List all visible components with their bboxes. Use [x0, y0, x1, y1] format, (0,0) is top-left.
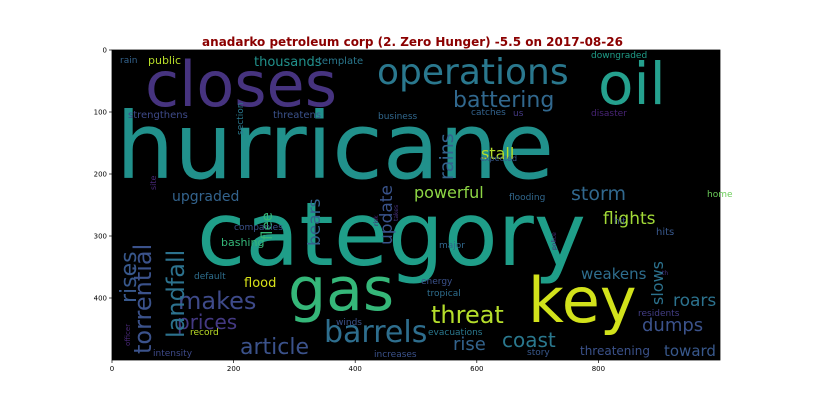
- word-winds: winds: [336, 318, 362, 328]
- word-barrels: barrels: [324, 315, 427, 350]
- word-rain: rain: [120, 56, 137, 66]
- word-weakens: weakens: [581, 265, 647, 283]
- word-intensity: intensity: [153, 349, 193, 359]
- word-hurricane: hurricane: [116, 93, 554, 200]
- word-update: update: [377, 185, 397, 245]
- word-expected: expected: [480, 154, 517, 163]
- word-battering: battering: [453, 88, 554, 113]
- word-story: story: [527, 348, 550, 358]
- word-thousands: thousands: [254, 55, 322, 70]
- word-default: default: [194, 272, 226, 282]
- word-article: article: [240, 335, 309, 360]
- word-section: section: [236, 103, 246, 135]
- plot-area: [112, 50, 720, 360]
- word-makes: makes: [178, 287, 256, 315]
- word-bears: bears: [305, 198, 325, 246]
- word-public: public: [148, 54, 181, 67]
- word-stall: stall: [481, 144, 514, 163]
- x-tick-label: 800: [592, 365, 605, 373]
- word-evacuations: evacuations: [428, 328, 483, 338]
- word-threatening: threatening: [580, 344, 650, 358]
- word-roars: roars: [673, 291, 716, 311]
- y-tick-label: 400: [94, 295, 107, 303]
- y-axis: 0 100 200 300 400: [94, 47, 112, 303]
- x-tick-label: 600: [470, 365, 483, 373]
- word-flooding: flooding: [509, 193, 545, 203]
- word-operations: operations: [377, 52, 569, 93]
- word-category: category: [197, 183, 586, 286]
- word-key: key: [528, 264, 637, 337]
- word-takes: takes: [393, 205, 400, 221]
- word-catches: catches: [471, 108, 506, 118]
- word-bashing: bashing: [221, 236, 264, 249]
- word-template: template: [318, 56, 363, 67]
- word-torrential: torrential: [129, 244, 157, 354]
- word-dumps: dumps: [642, 315, 703, 336]
- y-tick-label: 200: [94, 171, 107, 179]
- word-officer: officer: [124, 324, 132, 346]
- x-tick-label: 200: [227, 365, 240, 373]
- word-record: record: [190, 328, 219, 338]
- word-disaster: disaster: [591, 109, 627, 119]
- word-th: th: [662, 270, 668, 277]
- word-gas: gas: [288, 255, 394, 325]
- chart-title: anadarko petroleum corp (2. Zero Hunger)…: [202, 35, 623, 49]
- word-storm: storm: [571, 183, 626, 205]
- y-tick-label: 0: [103, 47, 107, 55]
- word-tropical: tropical: [427, 289, 461, 299]
- word-landfall: landfall: [162, 250, 190, 338]
- word-companies: companies: [234, 223, 283, 233]
- plot-frame: [111, 49, 721, 361]
- word-home: home: [707, 190, 733, 200]
- word-closes: closes: [145, 48, 337, 121]
- word-rises: rises: [117, 251, 142, 303]
- x-axis: 0 200 400 600 800: [110, 360, 605, 373]
- y-tick-label: 300: [94, 233, 107, 241]
- word-flood: flood: [244, 276, 276, 291]
- word-residents: residents: [638, 309, 680, 319]
- word-oil: oil: [598, 50, 666, 118]
- word-slows: slows: [648, 261, 667, 305]
- word-rains: rains: [436, 133, 458, 180]
- word-upgraded: upgraded: [172, 189, 239, 205]
- word-powerful: powerful: [414, 183, 484, 202]
- word-hit: hit: [614, 217, 626, 227]
- word-prices: prices: [177, 310, 237, 334]
- word-coast: coast: [502, 328, 556, 352]
- x-tick-label: 0: [110, 365, 114, 373]
- word-downgraded: downgraded: [591, 51, 647, 61]
- word-energy: energy: [421, 277, 453, 287]
- word-hits: hits: [656, 227, 674, 238]
- x-tick-label: 400: [349, 365, 362, 373]
- word-us: us: [513, 109, 524, 119]
- word-rise: rise: [453, 334, 486, 355]
- word-flee: flee: [258, 212, 276, 240]
- word-toward: toward: [664, 342, 716, 360]
- word-flights: flights: [603, 209, 656, 229]
- word-business: business: [378, 112, 418, 122]
- word-threatens: threatens: [273, 110, 321, 121]
- word-police: police: [551, 232, 558, 250]
- word-site: site: [149, 175, 158, 190]
- word-major: major: [439, 241, 465, 251]
- word-strengthens: strengthens: [128, 110, 188, 121]
- word-risk: risk: [373, 215, 380, 226]
- word-increases: increases: [374, 350, 417, 360]
- y-tick-label: 100: [94, 109, 107, 117]
- word-threat: threat: [431, 301, 504, 329]
